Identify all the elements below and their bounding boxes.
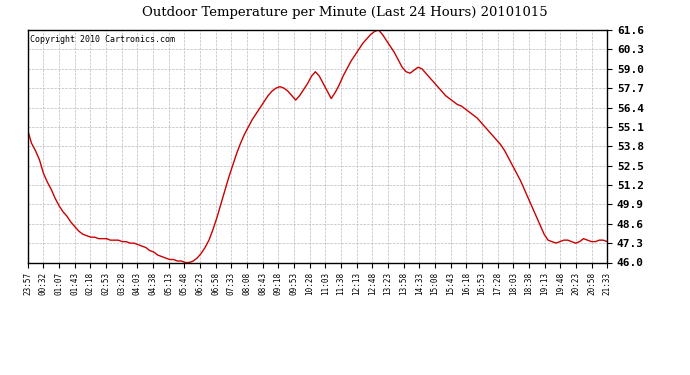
Text: Copyright 2010 Cartronics.com: Copyright 2010 Cartronics.com xyxy=(30,34,175,44)
Text: Outdoor Temperature per Minute (Last 24 Hours) 20101015: Outdoor Temperature per Minute (Last 24 … xyxy=(142,6,548,19)
